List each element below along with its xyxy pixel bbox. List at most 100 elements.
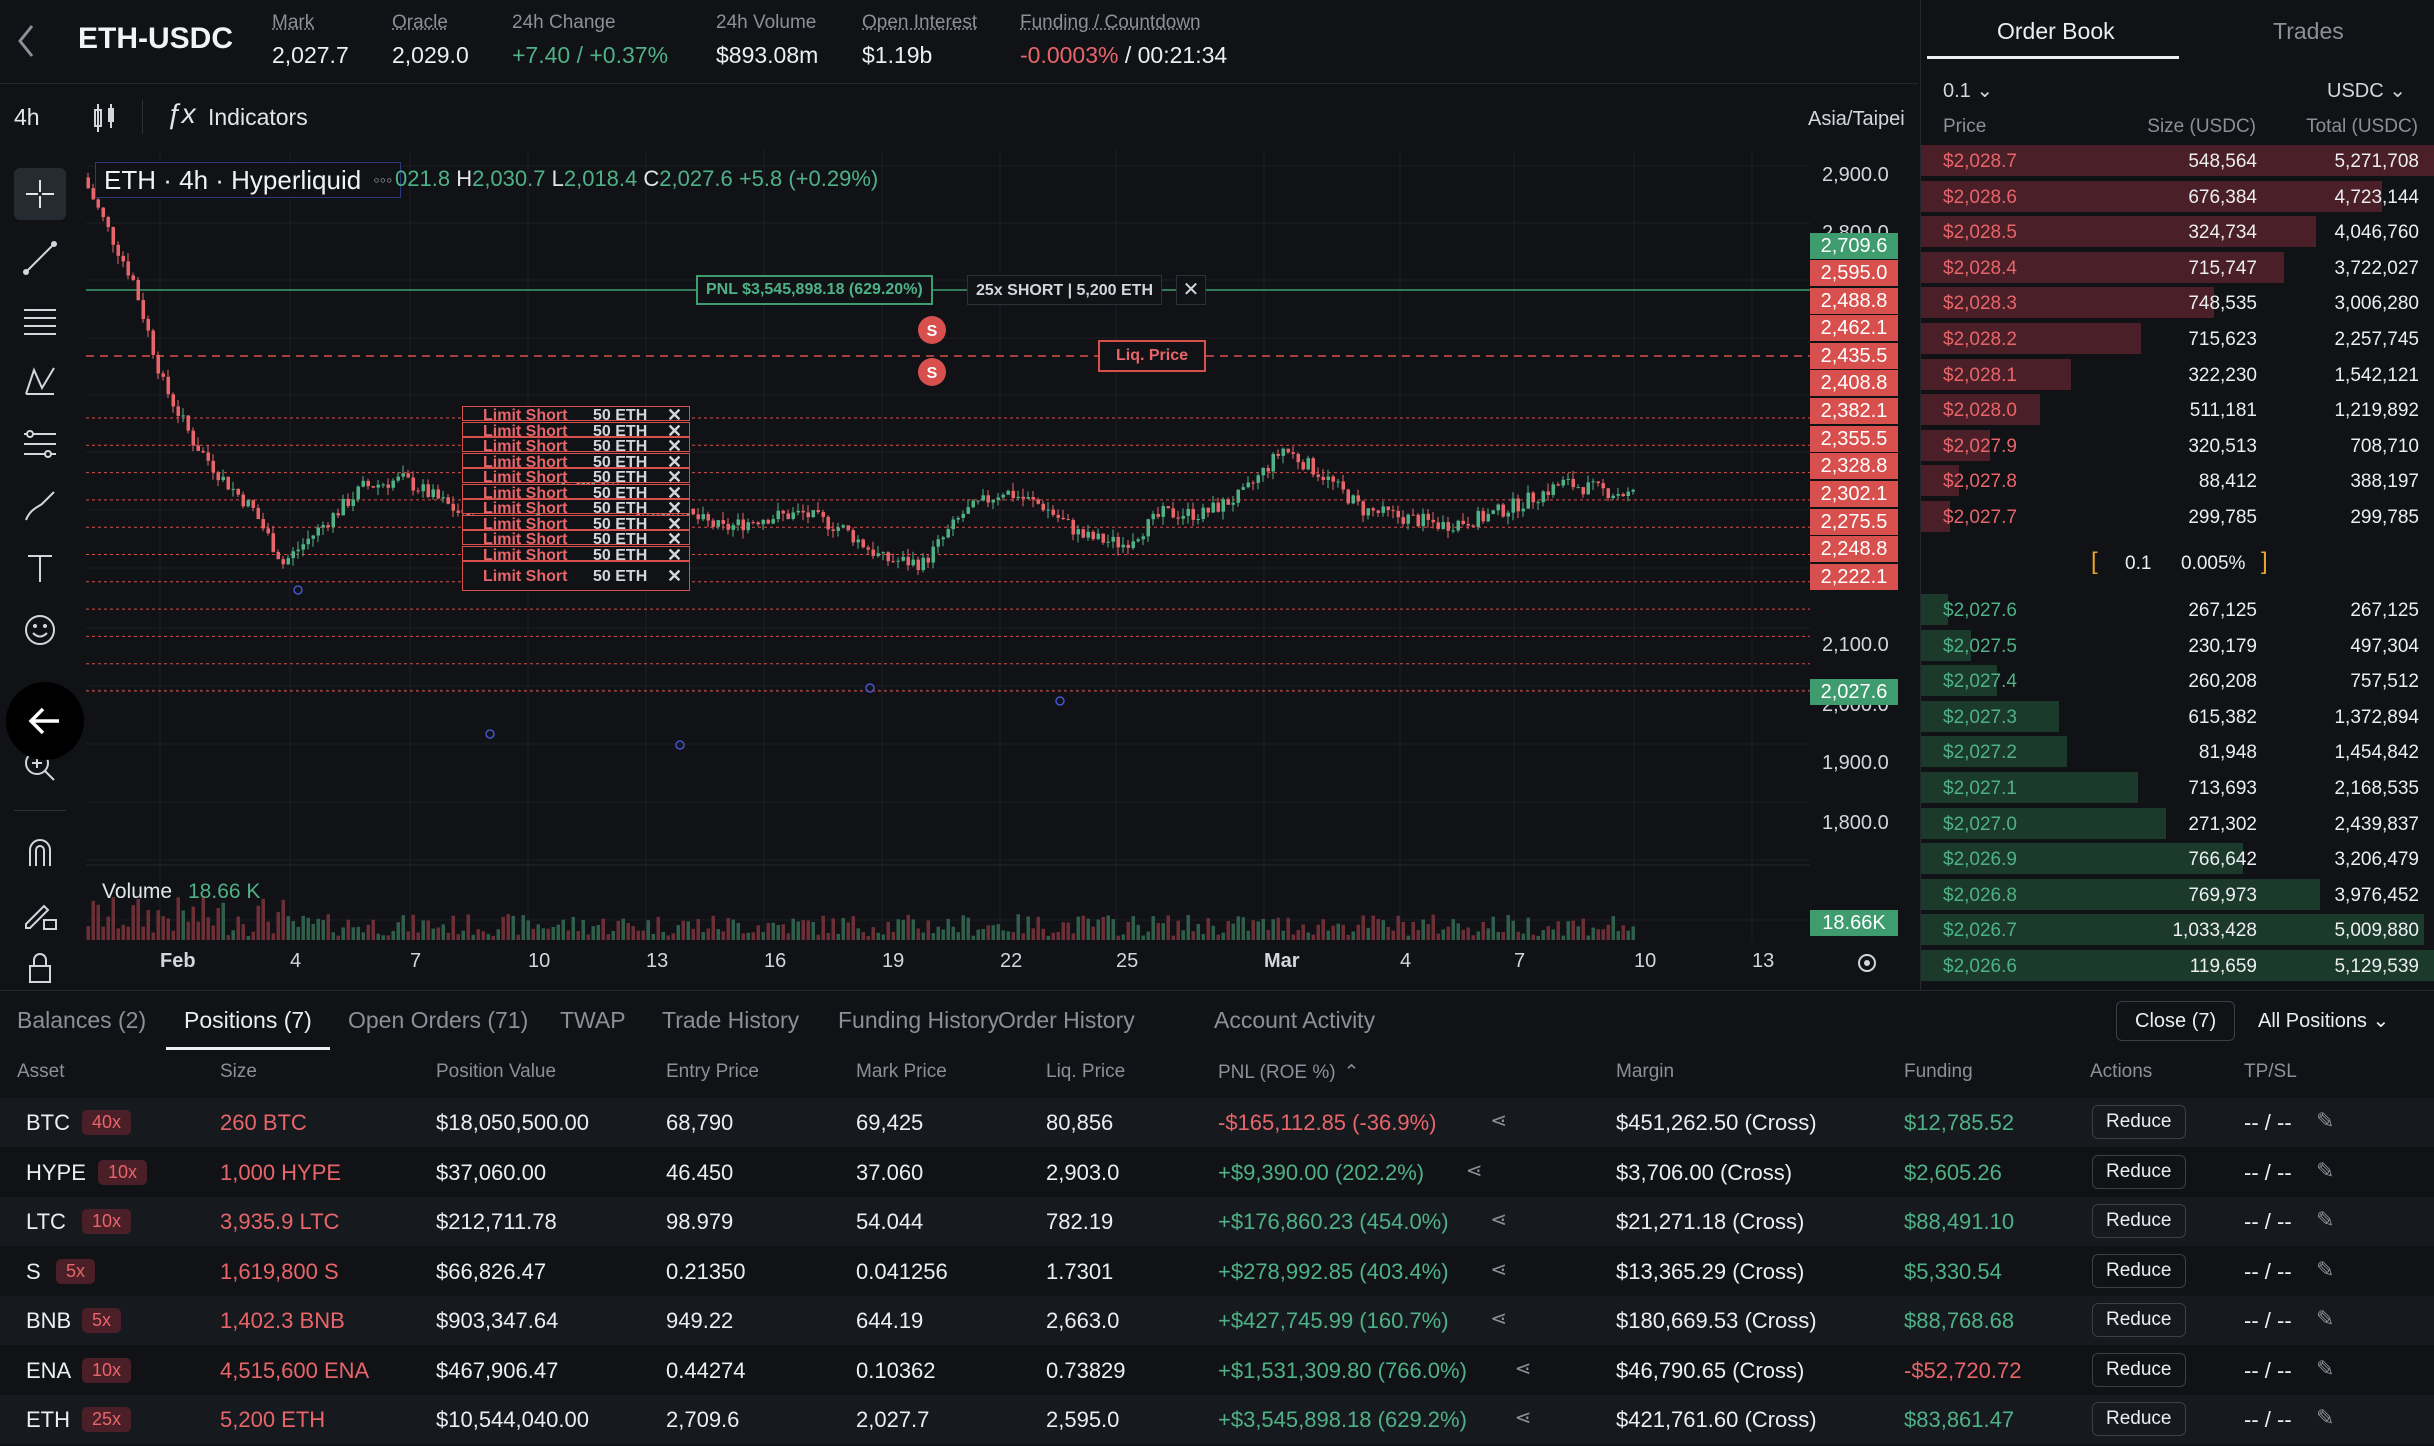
asset-name[interactable]: BNB [26, 1308, 72, 1333]
cancel-order-icon[interactable]: ✕ [667, 545, 683, 561]
col-pnl-roe-[interactable]: PNL (ROE %) ⌃ [1218, 1062, 1360, 1083]
edit-tpsl-icon[interactable]: ✎ [2316, 1108, 2335, 1133]
cancel-order-icon[interactable]: ✕ [667, 421, 683, 437]
bid-row[interactable]: $2,027.6 267,125 267,125 [1921, 592, 2434, 627]
more-options-icon[interactable]: ◦◦◦ [373, 169, 393, 190]
cancel-order-icon[interactable]: ✕ [667, 406, 683, 421]
bid-row[interactable]: $2,026.8 769,973 3,976,452 [1921, 877, 2434, 912]
cancel-order-icon[interactable]: ✕ [667, 437, 683, 452]
edit-tpsl-icon[interactable]: ✎ [2316, 1405, 2335, 1430]
limit-order-tag[interactable]: Limit Short 50 ETH ✕ [462, 483, 690, 499]
bid-row[interactable]: $2,026.6 119,659 5,129,539 [1921, 948, 2434, 983]
bid-row[interactable]: $2,027.5 230,179 497,304 [1921, 628, 2434, 663]
cancel-order-icon[interactable]: ✕ [667, 452, 683, 468]
pattern-tool[interactable] [14, 356, 66, 408]
tab-twap[interactable]: TWAP [560, 1007, 626, 1033]
limit-order-tag[interactable]: Limit Short 50 ETH ✕ [462, 545, 690, 561]
ask-row[interactable]: $2,028.1 322,230 1,542,121 [1921, 357, 2434, 392]
emoji-tool[interactable] [14, 604, 66, 656]
asset-name[interactable]: S [26, 1258, 41, 1284]
close-all-button[interactable]: Close (7) [2116, 1001, 2236, 1041]
cancel-order-icon[interactable]: ✕ [667, 514, 683, 530]
reduce-button[interactable]: Reduce [2092, 1352, 2186, 1387]
limit-order-tag[interactable]: Limit Short 50 ETH ✕ [462, 421, 690, 437]
ask-row[interactable]: $2,028.7 548,564 5,271,708 [1921, 143, 2434, 178]
timezone-label[interactable]: Asia/Taipei [1808, 108, 1905, 130]
limit-order-tag[interactable]: Limit Short 50 ETH ✕ [462, 499, 690, 514]
tab-trades[interactable]: Trades [2273, 18, 2344, 44]
bid-row[interactable]: $2,027.0 271,302 2,439,837 [1921, 806, 2434, 841]
bid-row[interactable]: $2,026.7 1,033,428 5,009,880 [1921, 912, 2434, 947]
edit-tpsl-icon[interactable]: ✎ [2316, 1256, 2335, 1282]
asset-name[interactable]: LTC [26, 1209, 66, 1234]
share-icon[interactable]: ⋖ [1465, 1159, 1483, 1182]
indicators-icon[interactable]: ƒx [166, 98, 196, 129]
position-filter[interactable]: All Positions ⌄ [2258, 1010, 2390, 1032]
tab-trade-history[interactable]: Trade History [662, 1007, 800, 1033]
asset-name[interactable]: ENA [26, 1357, 72, 1383]
bid-row[interactable]: $2,026.9 766,642 3,206,479 [1921, 841, 2434, 876]
ask-row[interactable]: $2,028.2 715,623 2,257,745 [1921, 321, 2434, 356]
ask-row[interactable]: $2,028.3 748,535 3,006,280 [1921, 285, 2434, 320]
limit-order-tag[interactable]: Limit Short 50 ETH ✕ [462, 514, 690, 530]
share-icon[interactable]: ⋖ [1490, 1258, 1507, 1281]
share-icon[interactable]: ⋖ [1514, 1407, 1532, 1429]
tab-order-history[interactable]: Order History [998, 1007, 1135, 1033]
share-icon[interactable]: ⋖ [1490, 1110, 1507, 1132]
share-icon[interactable]: ⋖ [1490, 1209, 1507, 1231]
chart-settings-icon[interactable] [1852, 948, 1882, 978]
reduce-button[interactable]: Reduce [2092, 1204, 2186, 1238]
price-chart[interactable]: SS [86, 150, 1920, 990]
close-position-icon[interactable]: ✕ [1176, 275, 1206, 305]
text-tool[interactable] [14, 542, 66, 594]
ask-row[interactable]: $2,028.0 511,181 1,219,892 [1921, 392, 2434, 427]
sell-marker[interactable] [918, 316, 946, 344]
edit-tpsl-icon[interactable]: ✎ [2316, 1207, 2335, 1232]
lock-tool[interactable] [14, 950, 66, 986]
unit-select[interactable]: USDC ⌄ [2327, 80, 2406, 102]
ask-row[interactable]: $2,028.4 715,747 3,722,027 [1921, 250, 2434, 285]
magnet-tool[interactable] [14, 826, 66, 878]
cancel-order-icon[interactable]: ✕ [667, 483, 683, 499]
edit-tpsl-icon[interactable]: ✎ [2316, 1355, 2335, 1381]
indicators-button[interactable]: Indicators [208, 104, 308, 130]
interval-selector[interactable]: 4h [14, 104, 40, 130]
tab-funding-history[interactable]: Funding History [838, 1007, 1000, 1033]
ask-row[interactable]: $2,027.8 88,412 388,197 [1921, 463, 2434, 498]
stat-oracle[interactable]: Oracle 2,029.0 [392, 12, 469, 69]
edit-tpsl-icon[interactable]: ✎ [2316, 1306, 2335, 1331]
limit-order-tag[interactable]: Limit Short 50 ETH ✕ [462, 561, 690, 591]
bid-row[interactable]: $2,027.3 615,382 1,372,894 [1921, 699, 2434, 734]
asset-name[interactable]: HYPE [26, 1159, 86, 1185]
share-icon[interactable]: ⋖ [1490, 1308, 1507, 1330]
cancel-order-icon[interactable]: ✕ [667, 499, 683, 514]
tab-balances-2-[interactable]: Balances (2) [17, 1007, 147, 1033]
crosshair-tool[interactable] [14, 168, 66, 220]
asset-name[interactable]: BTC [26, 1110, 70, 1135]
sell-marker[interactable] [918, 358, 946, 386]
bid-row[interactable]: $2,027.1 713,693 2,168,535 [1921, 770, 2434, 805]
lock-drawings-tool[interactable] [14, 888, 66, 940]
ask-row[interactable]: $2,028.6 676,384 4,723,144 [1921, 179, 2434, 214]
tab-account-activity[interactable]: Account Activity [1214, 1007, 1376, 1033]
tab-open-orders-71-[interactable]: Open Orders (71) [348, 1007, 529, 1033]
stat-mark[interactable]: Mark 2,027.7 [272, 12, 349, 69]
reduce-button[interactable]: Reduce [2092, 1154, 2186, 1189]
fib-tool[interactable] [14, 418, 66, 470]
reduce-button[interactable]: Reduce [2092, 1303, 2186, 1337]
reduce-button[interactable]: Reduce [2092, 1402, 2186, 1436]
stat-open-interest[interactable]: Open Interest $1.19b [862, 12, 977, 69]
scroll-left-button[interactable] [6, 682, 84, 760]
candle-type-icon[interactable] [90, 102, 120, 134]
cancel-order-icon[interactable]: ✕ [667, 468, 683, 483]
share-icon[interactable]: ⋖ [1514, 1357, 1532, 1380]
limit-order-tag[interactable]: Limit Short 50 ETH ✕ [462, 452, 690, 468]
cancel-order-icon[interactable]: ✕ [667, 566, 683, 586]
limit-order-tag[interactable]: Limit Short 50 ETH ✕ [462, 530, 690, 545]
edit-tpsl-icon[interactable]: ✎ [2316, 1157, 2335, 1183]
ask-row[interactable]: $2,027.7 299,785 299,785 [1921, 499, 2434, 534]
horizontal-lines-tool[interactable] [14, 294, 66, 346]
tick-size-select[interactable]: 0.1 ⌄ [1943, 80, 1994, 102]
limit-order-tag[interactable]: Limit Short 50 ETH ✕ [462, 468, 690, 483]
stat-funding-countdown[interactable]: Funding / Countdown -0.0003% / 00:21:34 [1020, 12, 1227, 69]
